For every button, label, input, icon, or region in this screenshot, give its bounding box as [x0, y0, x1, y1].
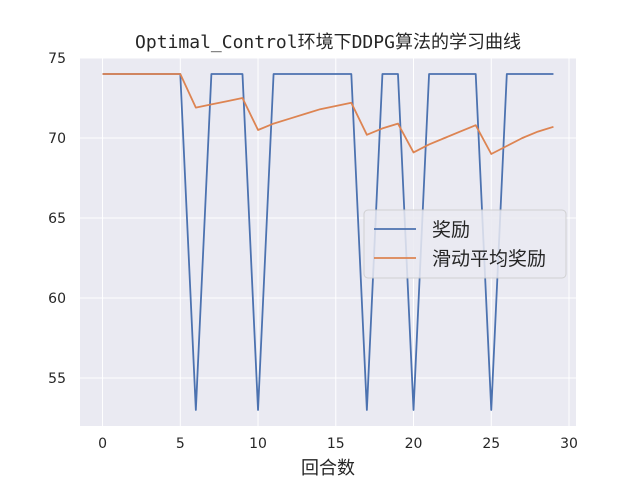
series-smoothed-reward-line — [102, 73, 554, 155]
y-tick-label: 60 — [48, 291, 66, 307]
y-tick-label: 65 — [48, 211, 66, 227]
legend-label-smoothed-reward: 滑动平均奖励 — [432, 248, 546, 270]
y-tick-label: 70 — [48, 131, 66, 147]
legend: 奖励 滑动平均奖励 — [363, 209, 567, 279]
x-tick-label: 20 — [405, 436, 423, 452]
x-tick-label: 30 — [560, 436, 578, 452]
y-axis-ticks: 55 60 65 70 75 — [48, 51, 66, 387]
x-axis-label: 回合数 — [301, 458, 355, 479]
legend-box — [363, 209, 567, 279]
x-tick-label: 5 — [176, 436, 185, 452]
series-lines — [102, 73, 554, 411]
legend-label-reward: 奖励 — [432, 219, 470, 241]
x-tick-label: 15 — [327, 436, 345, 452]
x-tick-label: 10 — [249, 436, 267, 452]
y-tick-label: 55 — [48, 371, 66, 387]
x-tick-label: 0 — [98, 436, 107, 452]
x-tick-label: 25 — [482, 436, 500, 452]
chart-title: Optimal_Control环境下DDPG算法的学习曲线 — [135, 32, 521, 53]
y-tick-label: 75 — [48, 51, 66, 67]
x-axis-ticks: 0 5 10 15 20 25 30 — [98, 436, 578, 452]
